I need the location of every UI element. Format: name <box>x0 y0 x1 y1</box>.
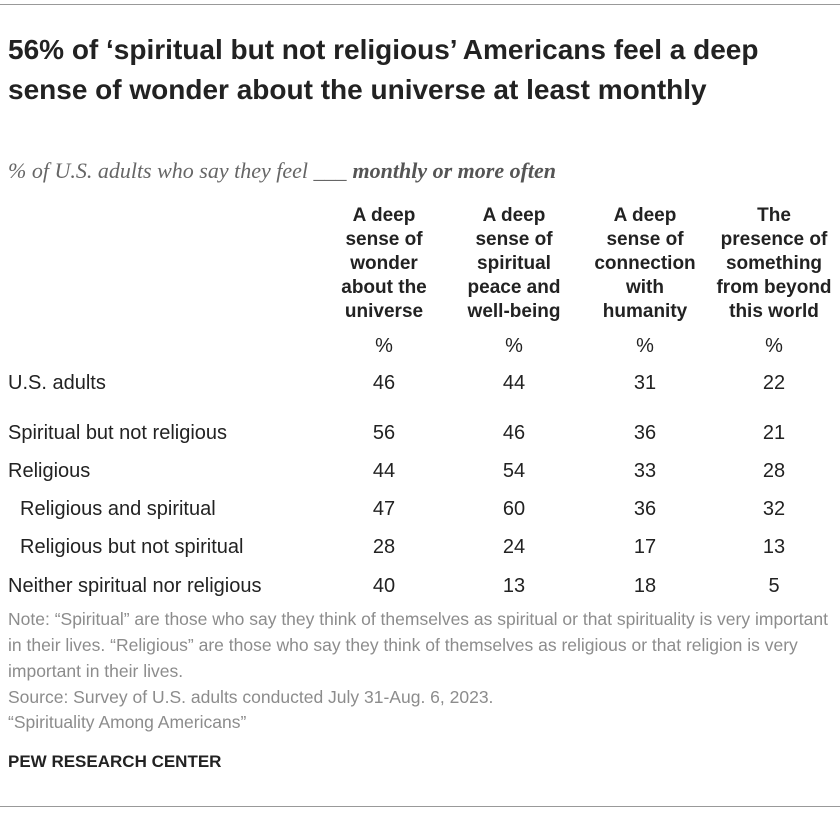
column-header: universe <box>344 301 424 322</box>
footer: PEW RESEARCH CENTER <box>8 752 222 771</box>
report: “Spirituality Among Americans” <box>8 712 247 732</box>
table-cell: 54 <box>502 460 526 482</box>
column-header: A deep <box>482 205 546 226</box>
note: Note: “Spiritual” are those who say they… <box>8 609 828 681</box>
table-cell: 32 <box>762 498 786 520</box>
unit-label: % <box>375 335 393 357</box>
table-cell: 36 <box>633 498 657 520</box>
row-label: Neither spiritual nor religious <box>8 575 262 597</box>
column-header: with <box>626 277 664 298</box>
table-cell: 13 <box>762 536 786 558</box>
table-cell: 13 <box>502 575 526 597</box>
column-header: The <box>757 205 791 226</box>
table-cell: 44 <box>502 372 526 394</box>
column-header: something <box>725 253 823 274</box>
table-cell: 17 <box>633 536 657 558</box>
table-cell: 60 <box>502 498 526 520</box>
table-cell: 46 <box>502 422 526 444</box>
column-header: spiritual <box>477 253 551 274</box>
table-cell: 46 <box>372 372 396 394</box>
source: Source: Survey of U.S. adults conducted … <box>8 687 494 707</box>
row-label: Religious and spiritual <box>20 498 216 520</box>
subtitle-emphasis: monthly or more often <box>352 158 557 183</box>
column-header: sense of <box>606 229 684 250</box>
column-header: peace and <box>467 277 561 298</box>
column-header: A deep <box>352 205 416 226</box>
column-header: presence of <box>720 229 828 250</box>
column-header: connection <box>594 253 696 274</box>
row-label: Spiritual but not religious <box>8 422 228 444</box>
column-header: well-being <box>467 301 561 322</box>
column-header: A deep <box>613 205 677 226</box>
table-cell: 40 <box>372 575 396 597</box>
row-label: Religious but not spiritual <box>20 536 244 558</box>
column-header: from beyond <box>716 277 832 298</box>
table-cell: 36 <box>633 422 657 444</box>
table-cell: 21 <box>762 422 786 444</box>
row-label: U.S. adults <box>8 372 106 394</box>
subtitle: % of U.S. adults who say they feel ___ mo… <box>8 158 556 184</box>
table-cell: 31 <box>633 372 657 394</box>
subtitle-lead: % of U.S. adults who say they feel ___ <box>8 158 347 183</box>
table-cell: 5 <box>768 575 780 597</box>
title: 56% of ‘spiritual but not religious’ Ame… <box>8 34 759 105</box>
unit-label: % <box>505 335 523 357</box>
table-cell: 18 <box>633 575 657 597</box>
table-cell: 44 <box>372 460 396 482</box>
column-header: wonder <box>350 253 418 274</box>
table-cell: 24 <box>502 536 526 558</box>
unit-label: % <box>636 335 654 357</box>
bottom-rule <box>0 806 840 807</box>
table-cell: 33 <box>633 460 657 482</box>
column-header: about the <box>341 277 427 298</box>
column-header: this world <box>729 301 819 322</box>
column-header: sense of <box>475 229 553 250</box>
row-label: Religious <box>8 460 91 482</box>
column-header: sense of <box>345 229 423 250</box>
table-cell: 47 <box>372 498 396 520</box>
table-cell: 28 <box>372 536 396 558</box>
top-rule <box>0 4 840 5</box>
column-header: humanity <box>602 301 688 322</box>
table-cell: 56 <box>372 422 396 444</box>
unit-label: % <box>765 335 783 357</box>
table-cell: 22 <box>762 372 786 394</box>
table-cell: 28 <box>762 460 786 482</box>
